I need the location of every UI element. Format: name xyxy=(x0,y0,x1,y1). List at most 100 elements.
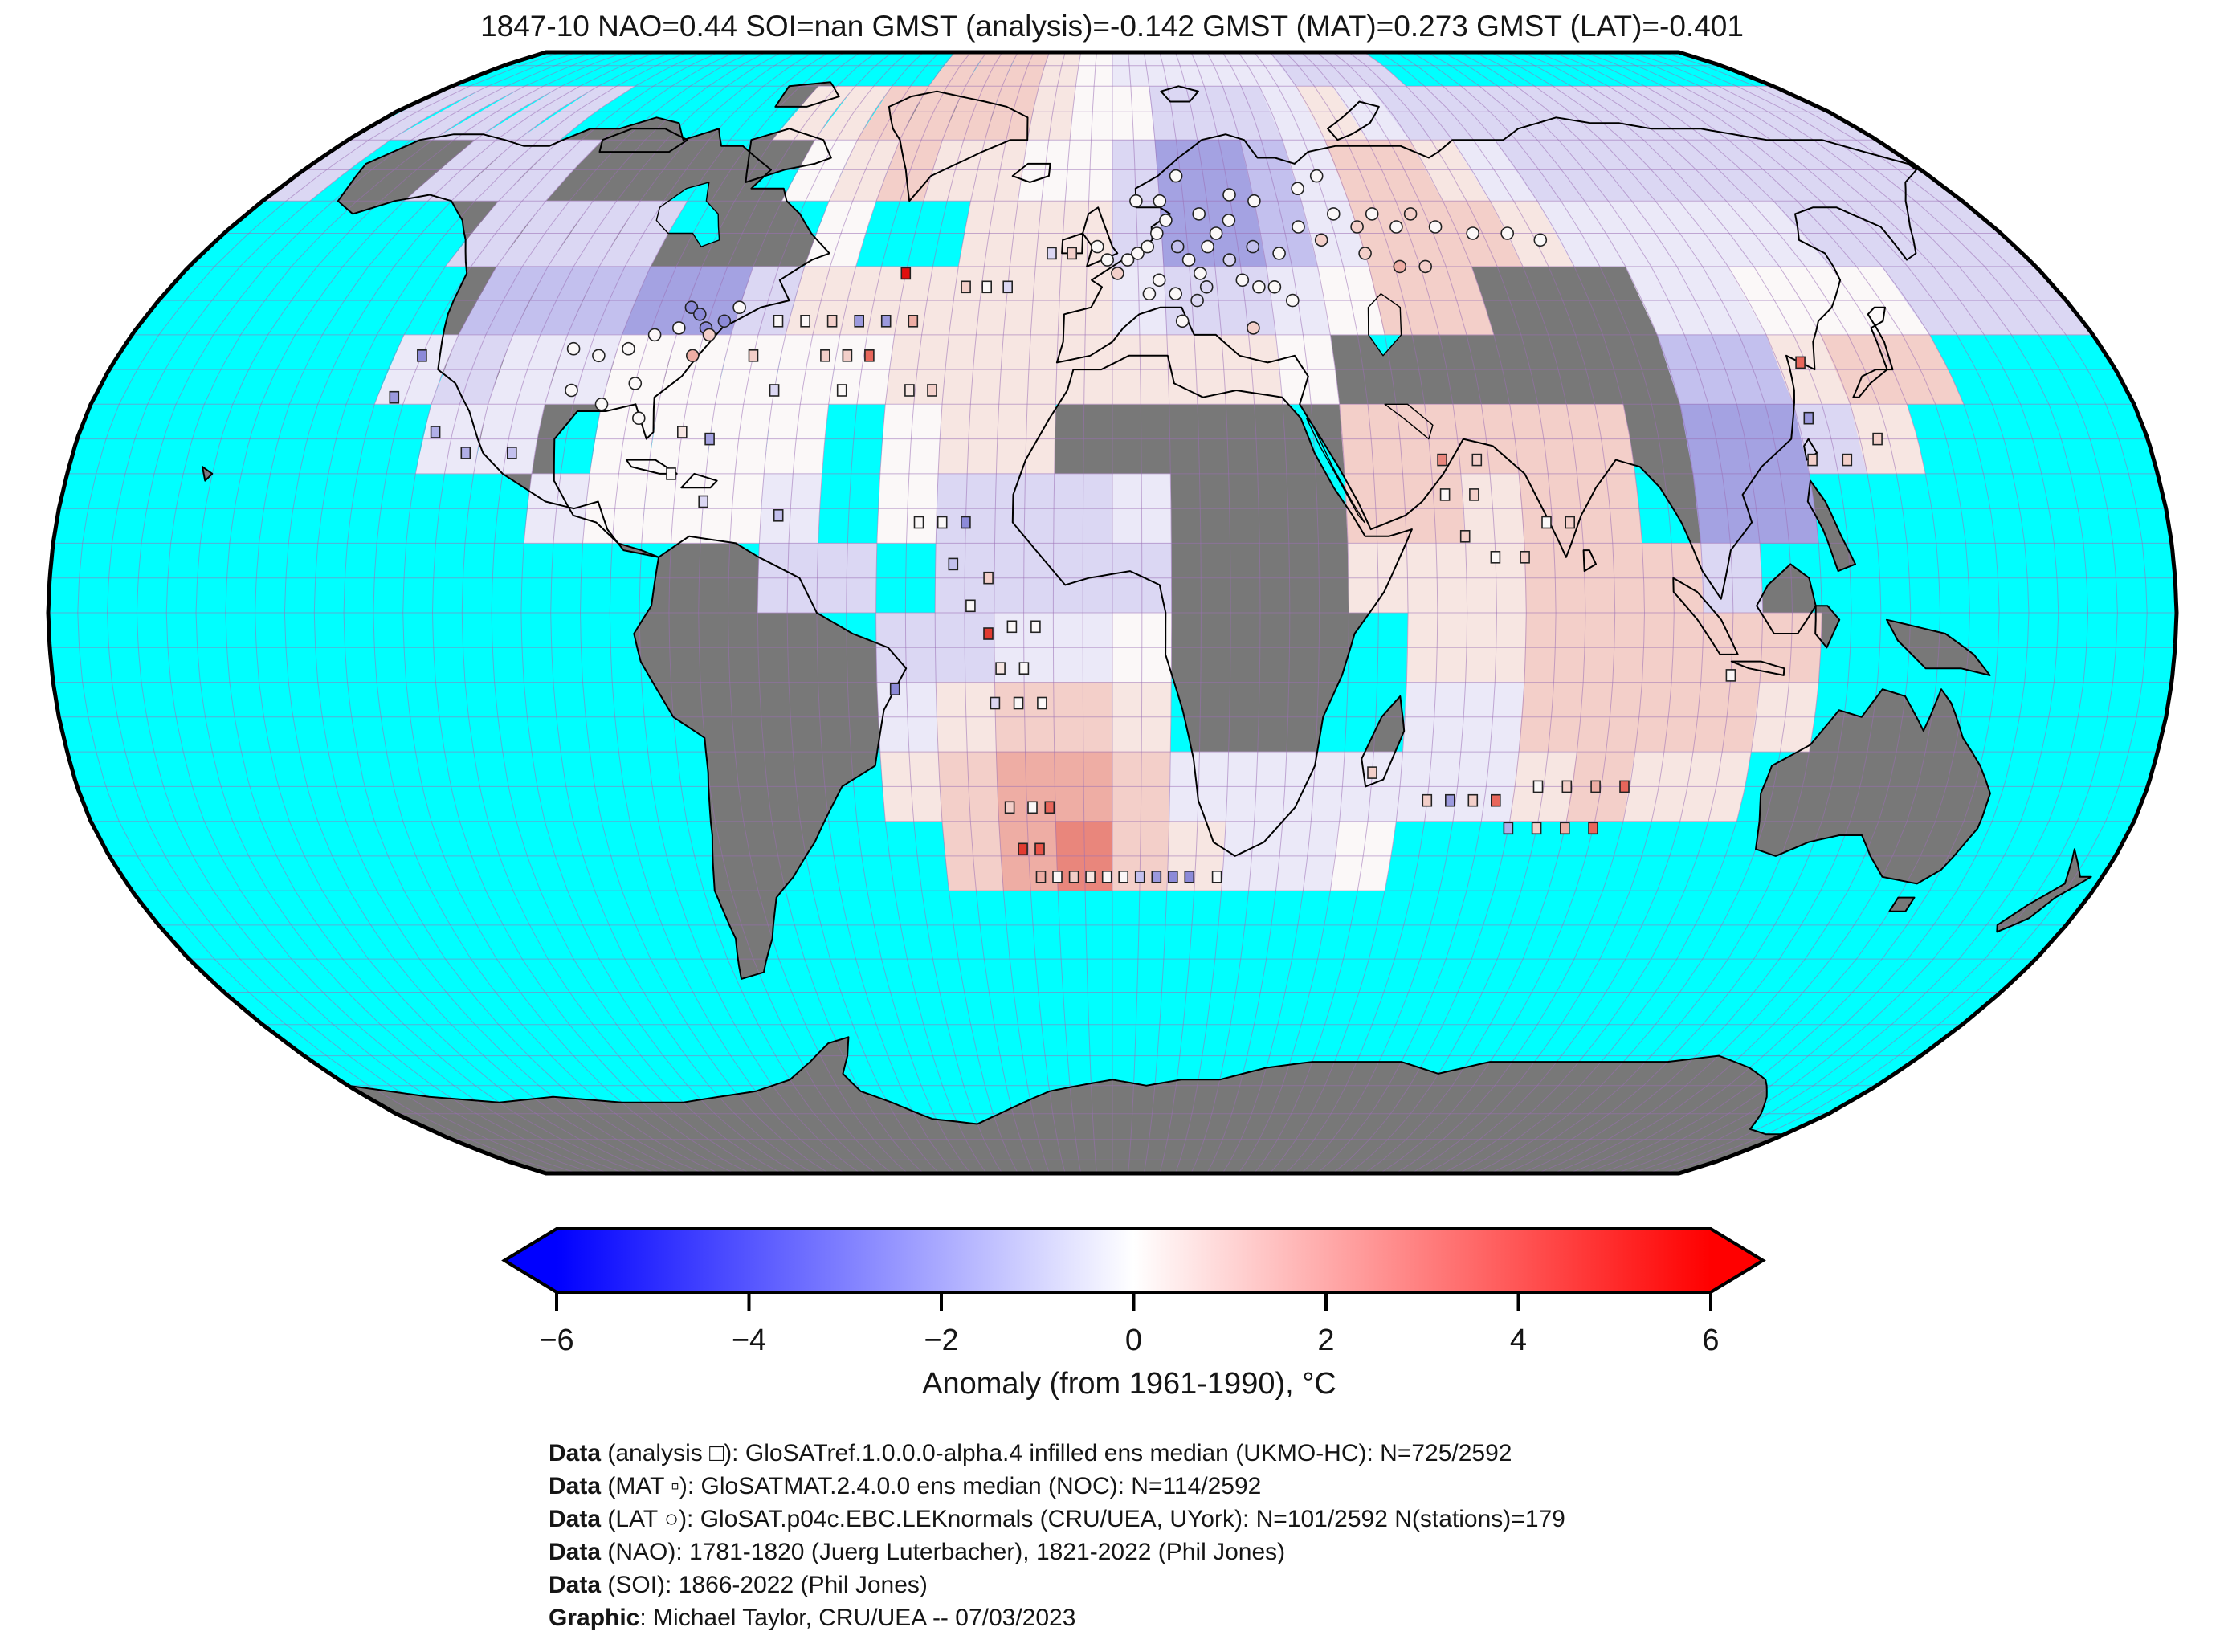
mat-marker xyxy=(983,571,994,585)
coastline-hudson-bay xyxy=(655,182,720,247)
mat-marker xyxy=(1491,793,1501,807)
mat-marker xyxy=(1490,550,1501,564)
data-footnotes: Data (analysis □): GloSATref.1.0.0.0-alp… xyxy=(549,1437,1565,1634)
coastline-madagascar xyxy=(1361,695,1406,788)
mat-marker xyxy=(1018,662,1030,675)
mat-marker xyxy=(1422,793,1433,807)
mat-marker xyxy=(880,314,892,328)
mat-marker xyxy=(460,447,471,459)
mat-marker xyxy=(961,280,971,294)
coastline-ellesmere xyxy=(774,81,840,108)
lat-station-marker xyxy=(566,341,581,356)
mat-marker xyxy=(698,495,709,508)
mat-marker xyxy=(820,349,830,362)
mat-marker xyxy=(1047,247,1057,260)
mat-marker xyxy=(704,432,715,446)
footnote-line-analysis: Data (analysis □): GloSATref.1.0.0.0-alp… xyxy=(549,1437,1565,1470)
mat-marker xyxy=(389,390,400,404)
lat-station-marker xyxy=(1350,220,1364,234)
mat-marker xyxy=(1013,696,1024,710)
mat-marker xyxy=(908,314,919,328)
mat-marker xyxy=(1619,780,1630,793)
lat-station-marker xyxy=(1170,239,1185,254)
footnote-text: (analysis □): GloSATref.1.0.0.0-alpha.4 … xyxy=(601,1440,1512,1466)
footnote-line-soi: Data (SOI): 1866-2022 (Phil Jones) xyxy=(549,1568,1565,1601)
mat-marker xyxy=(1367,766,1377,779)
mat-marker xyxy=(1027,801,1038,814)
lat-station-marker xyxy=(1131,247,1145,260)
coastline-new-zealand xyxy=(1996,848,2092,933)
mat-marker xyxy=(1588,822,1598,835)
mat-marker xyxy=(1052,871,1063,883)
mat-marker xyxy=(773,314,784,328)
mat-marker xyxy=(1068,871,1079,883)
lat-station-marker xyxy=(1365,207,1379,221)
lat-station-marker xyxy=(628,377,643,390)
lat-station-marker xyxy=(671,321,686,335)
lat-station-marker xyxy=(1100,253,1114,267)
mat-marker xyxy=(773,508,784,522)
lat-station-marker xyxy=(1175,314,1190,328)
coastline-new-guinea xyxy=(1886,618,1991,676)
mat-marker xyxy=(1437,453,1447,467)
mat-marker xyxy=(1590,780,1601,793)
mat-marker xyxy=(1101,871,1112,883)
mat-marker xyxy=(1037,696,1047,710)
mat-marker xyxy=(1004,801,1015,814)
mat-marker xyxy=(1118,871,1128,883)
mat-marker xyxy=(965,599,976,613)
lat-station-marker xyxy=(565,383,578,398)
lat-station-marker xyxy=(732,300,746,315)
colorbar: −6 −4 −2 0 2 4 6 xyxy=(501,1227,1766,1357)
coastline-sumatra xyxy=(1672,577,1739,655)
lat-station-marker xyxy=(1152,273,1166,288)
mat-marker xyxy=(1034,842,1045,856)
lat-station-marker xyxy=(1235,273,1250,288)
lat-station-marker xyxy=(1291,182,1304,195)
mat-marker xyxy=(836,384,847,397)
lat-station-marker xyxy=(1222,188,1236,202)
mat-marker xyxy=(927,384,937,397)
mat-marker xyxy=(948,557,959,571)
mat-marker xyxy=(1168,871,1178,883)
lat-station-marker xyxy=(1181,253,1196,267)
coastline-iceland xyxy=(1011,162,1051,183)
coastline-victoria-banks-islands xyxy=(598,128,688,153)
mat-marker xyxy=(995,662,1006,675)
mat-marker xyxy=(1151,871,1162,883)
mat-marker xyxy=(1439,488,1451,501)
footnote-text: (NAO): 1781-1820 (Juerg Luterbacher), 18… xyxy=(601,1539,1286,1565)
mat-marker xyxy=(1803,411,1814,425)
lat-station-marker xyxy=(1500,226,1514,240)
footnote-text: : Michael Taylor, CRU/UEA -- 07/03/2023 xyxy=(639,1605,1076,1631)
colorbar-gradient xyxy=(557,1229,1711,1292)
mat-marker xyxy=(1541,516,1552,529)
lat-station-marker xyxy=(1252,279,1266,294)
mat-marker xyxy=(1872,432,1883,446)
lat-station-marker xyxy=(1267,279,1282,294)
colorbar-tick-label: −2 xyxy=(924,1324,958,1357)
coastline-australia xyxy=(1755,688,1991,885)
lat-station-marker xyxy=(1142,287,1157,301)
lat-station-marker xyxy=(1120,253,1135,267)
lat-station-marker xyxy=(1418,259,1432,274)
land-tasmania xyxy=(1889,897,1915,912)
footnote-bold: Data xyxy=(549,1440,602,1466)
mat-marker xyxy=(1184,871,1195,883)
mat-marker xyxy=(864,349,875,362)
lat-station-marker xyxy=(1159,214,1173,227)
mat-marker xyxy=(1459,529,1471,543)
markers xyxy=(389,169,1883,883)
mat-marker xyxy=(1085,871,1096,883)
lat-station-marker xyxy=(1247,194,1261,208)
lat-station-marker xyxy=(1129,194,1143,208)
mat-marker xyxy=(826,314,838,328)
footnote-bold: Data xyxy=(549,1572,602,1598)
lat-station-marker xyxy=(1246,239,1260,254)
footnote-bold: Data xyxy=(549,1473,602,1499)
land-baffin-island xyxy=(745,128,831,182)
mat-marker xyxy=(1469,488,1479,501)
mat-marker xyxy=(1795,356,1806,369)
land-new-zealand xyxy=(1997,849,2091,932)
